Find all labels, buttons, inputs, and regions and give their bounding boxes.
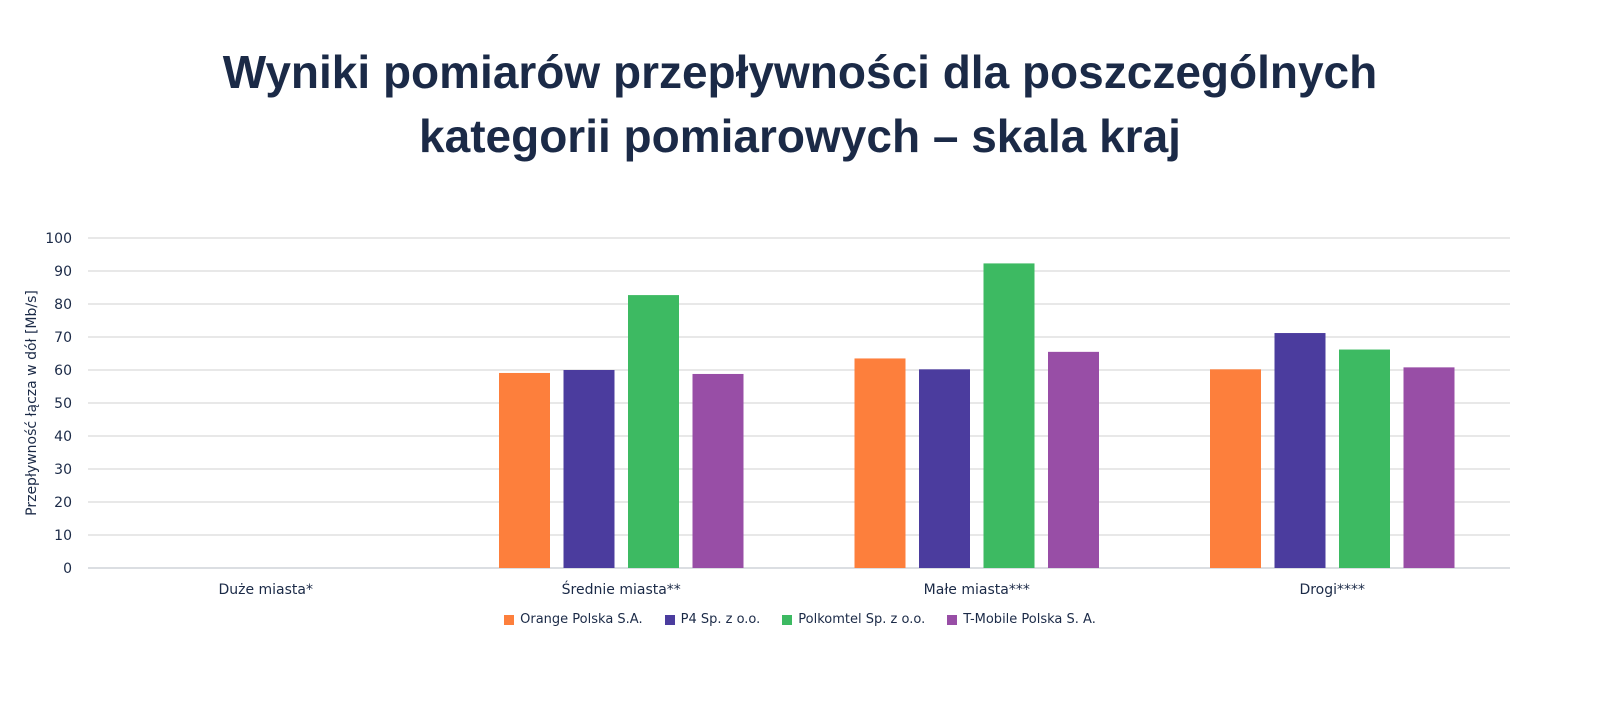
y-tick-label: 90 bbox=[54, 264, 72, 280]
bar-p4-sp-z-o-o--1 bbox=[563, 370, 615, 568]
y-tick-label: 60 bbox=[54, 363, 72, 379]
y-axis-label: Przepływność łącza w dół [Mb/s] bbox=[24, 290, 40, 516]
bar-t-mobile-polska-s-a--1 bbox=[692, 373, 744, 568]
y-tick-label: 20 bbox=[54, 495, 72, 511]
legend-label: Polkomtel Sp. z o.o. bbox=[798, 612, 926, 627]
bar-p4-sp-z-o-o--3 bbox=[1274, 333, 1326, 568]
legend-item: P4 Sp. z o.o. bbox=[664, 612, 761, 627]
y-tick-label: 40 bbox=[54, 429, 72, 445]
legend-label: Orange Polska S.A. bbox=[520, 612, 643, 627]
bar-polkomtel-sp-z-o-o--1 bbox=[628, 295, 679, 568]
legend-label: P4 Sp. z o.o. bbox=[680, 612, 761, 627]
x-category-label: Duże miasta* bbox=[218, 582, 313, 598]
legend-label: T-Mobile Polska S. A. bbox=[963, 612, 1096, 627]
x-category-label: Drogi**** bbox=[1299, 582, 1365, 598]
y-tick-label: 0 bbox=[63, 561, 72, 577]
y-tick-label: 80 bbox=[54, 297, 72, 313]
chart-title: Wyniki pomiarów przepływności dla poszcz… bbox=[0, 40, 1600, 168]
bar-orange-polska-s-a--3 bbox=[1210, 369, 1261, 568]
y-tick-label: 100 bbox=[45, 231, 72, 247]
bar-orange-polska-s-a--2 bbox=[854, 358, 906, 568]
legend-item: Polkomtel Sp. z o.o. bbox=[782, 612, 925, 627]
legend-swatch bbox=[664, 614, 675, 625]
x-category-label: Małe miasta*** bbox=[924, 582, 1030, 598]
legend-swatch bbox=[947, 614, 958, 625]
bar-p4-sp-z-o-o--2 bbox=[919, 369, 970, 568]
y-tick-label: 70 bbox=[54, 330, 72, 346]
chart-legend: Orange Polska S.A. P4 Sp. z o.o. Polkomtel… bbox=[0, 612, 1600, 627]
x-category-label: Średnie miasta** bbox=[562, 580, 681, 598]
legend-swatch bbox=[504, 614, 515, 625]
chart-title-line-1: Wyniki pomiarów przepływności dla poszcz… bbox=[222, 46, 1378, 98]
chart-title-line-2: kategorii pomiarowych – skala kraj bbox=[419, 110, 1181, 162]
bar-t-mobile-polska-s-a--2 bbox=[1048, 351, 1099, 568]
bar-polkomtel-sp-z-o-o--2 bbox=[983, 263, 1035, 568]
legend-item: Orange Polska S.A. bbox=[504, 612, 643, 627]
legend-item: T-Mobile Polska S. A. bbox=[947, 612, 1096, 627]
bar-t-mobile-polska-s-a--3 bbox=[1403, 367, 1455, 568]
y-tick-label: 30 bbox=[54, 462, 72, 478]
y-tick-label: 10 bbox=[54, 528, 72, 544]
legend-swatch bbox=[782, 614, 793, 625]
y-tick-label: 50 bbox=[54, 396, 72, 412]
bar-polkomtel-sp-z-o-o--3 bbox=[1339, 349, 1390, 568]
bar-orange-polska-s-a--1 bbox=[499, 372, 550, 568]
